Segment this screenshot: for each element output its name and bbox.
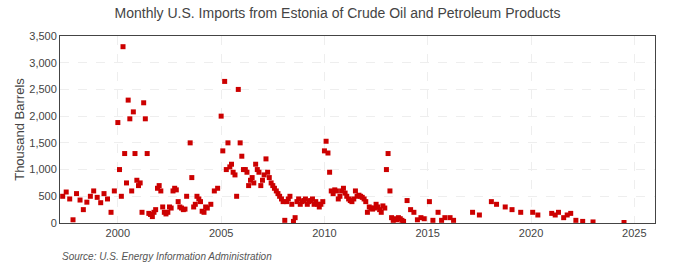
svg-text:2010: 2010: [312, 227, 336, 239]
svg-text:2,500: 2,500: [29, 83, 57, 95]
svg-text:3,500: 3,500: [29, 30, 57, 42]
svg-text:2000: 2000: [106, 227, 130, 239]
svg-text:Thousand Barrels: Thousand Barrels: [12, 78, 27, 181]
svg-text:500: 500: [38, 190, 56, 202]
svg-text:Monthly U.S. Imports from Esto: Monthly U.S. Imports from Estonia of Cru…: [115, 5, 561, 21]
svg-text:3,000: 3,000: [29, 57, 57, 69]
svg-text:0: 0: [51, 217, 57, 229]
svg-text:2005: 2005: [209, 227, 233, 239]
svg-text:2,000: 2,000: [29, 110, 57, 122]
svg-text:2025: 2025: [622, 227, 646, 239]
svg-text:1,500: 1,500: [29, 137, 57, 149]
svg-text:Source: U.S. Energy Informatio: Source: U.S. Energy Information Administ…: [62, 251, 272, 262]
svg-text:1,000: 1,000: [29, 163, 57, 175]
svg-text:2015: 2015: [415, 227, 439, 239]
svg-text:2020: 2020: [519, 227, 543, 239]
